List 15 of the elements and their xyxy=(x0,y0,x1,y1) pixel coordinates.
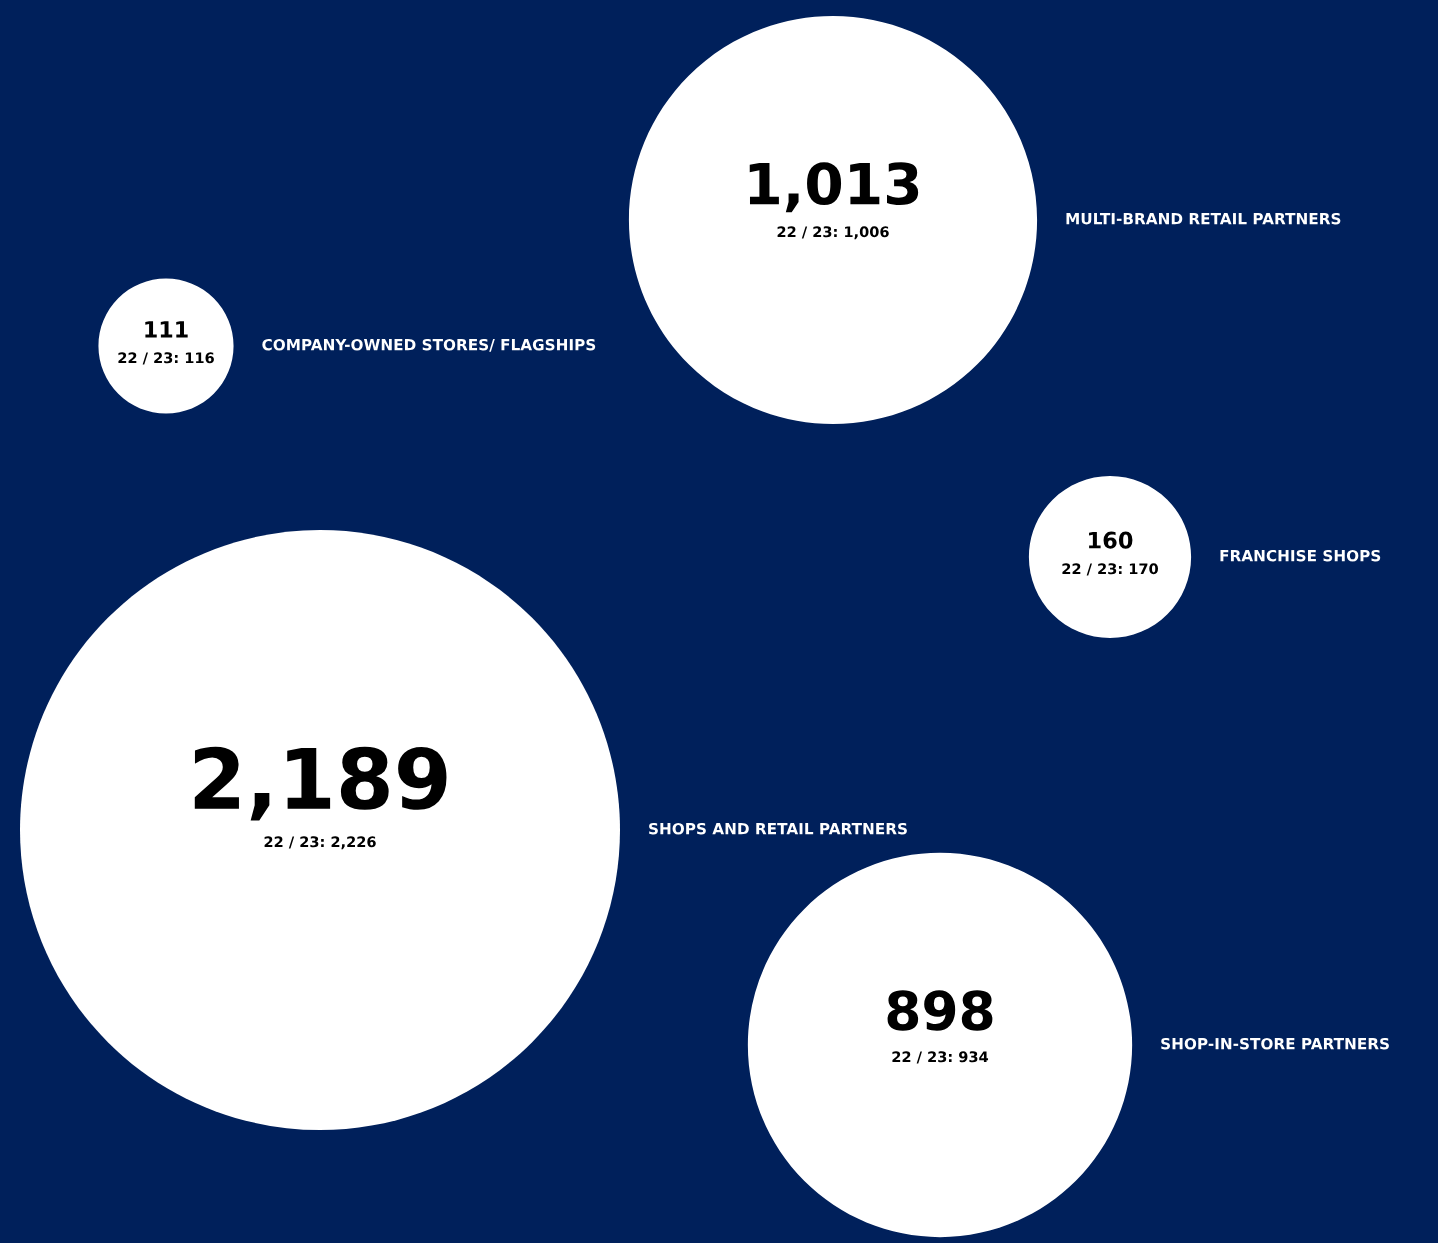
category-label: COMPANY-OWNED STORES/ FLAGSHIPS xyxy=(262,338,596,352)
data-label: 22 / 23: 1,006 xyxy=(777,226,889,240)
category-label: FRANCHISE SHOPS xyxy=(1220,549,1381,562)
data-label: 1,013 xyxy=(749,162,919,213)
data-label: 160 xyxy=(1089,531,1133,549)
data-label: 22 / 23: 934 xyxy=(892,1051,989,1064)
data-label: 22 / 23: 2,226 xyxy=(264,836,376,850)
data-label: 898 xyxy=(887,990,993,1031)
data-label: 22 / 23: 116 xyxy=(118,352,214,365)
data-label: 2,189 xyxy=(194,746,447,821)
data-label: 111 xyxy=(145,321,188,338)
category-label: SHOP-IN-STORE PARTNERS xyxy=(1161,1037,1389,1050)
category-label: SHOPS AND RETAIL PARTNERS xyxy=(649,822,907,835)
category-label: MULTI-BRAND RETAIL PARTNERS xyxy=(1066,212,1341,225)
data-label: 22 / 23: 170 xyxy=(1062,563,1159,576)
